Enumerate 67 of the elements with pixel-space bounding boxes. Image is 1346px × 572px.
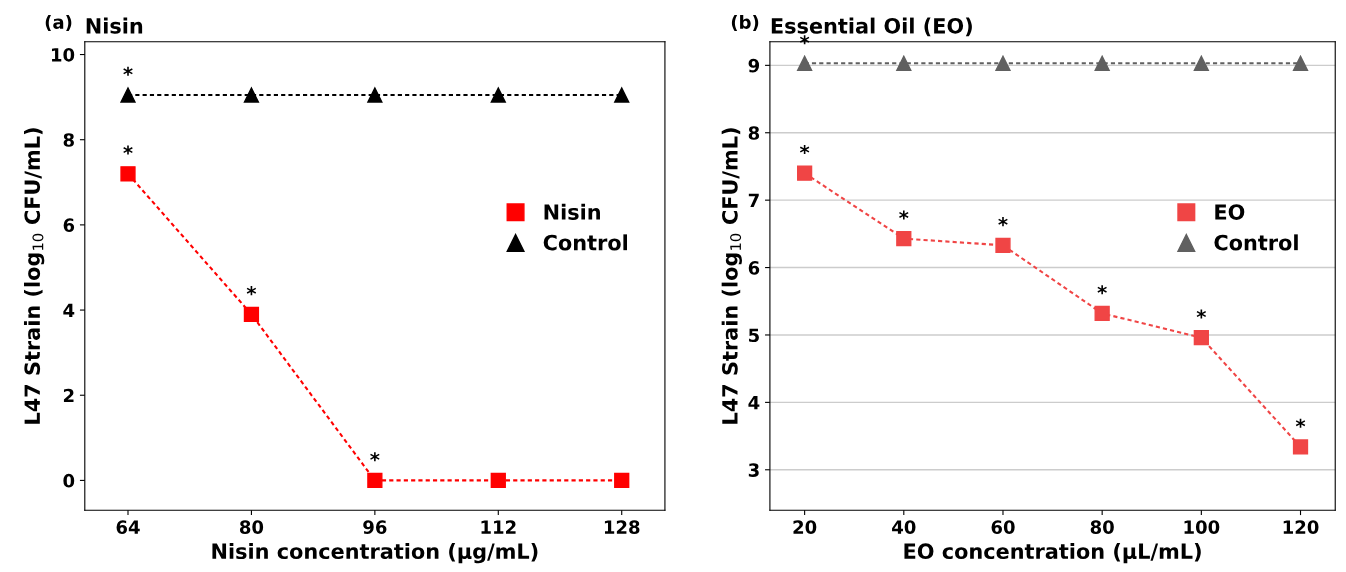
legend-label: EO — [1215, 204, 1245, 220]
x-axis-title: Nisin concentration (µg/mL) — [212, 542, 538, 564]
point — [614, 87, 630, 103]
point — [1094, 305, 1110, 322]
point — [367, 472, 383, 489]
annotation: * — [1097, 285, 1107, 295]
chart-title: Nisin — [86, 17, 143, 34]
x-tick-label: 20 — [793, 520, 817, 534]
y-tick-label: 0 — [63, 473, 75, 488]
point — [1094, 55, 1110, 71]
legend-label: Control — [543, 234, 628, 251]
point — [367, 87, 383, 103]
annotation: * — [370, 452, 380, 462]
x-tick-label: 112 — [481, 520, 516, 534]
text: (a) — [45, 14, 72, 32]
annotation: * — [246, 286, 257, 296]
x-tick-label: 96 — [363, 520, 387, 534]
y-tick-label: 10 — [51, 47, 75, 62]
y-tick-label: 8 — [748, 126, 760, 140]
y-axis-title: L47 Strain (log$_{10}$ CFU/mL) — [721, 128, 742, 424]
point — [1292, 55, 1309, 71]
point — [896, 55, 912, 71]
point — [243, 306, 260, 322]
point — [796, 165, 813, 181]
annotation: * — [1196, 309, 1207, 319]
legend-label: Nisin — [544, 203, 600, 220]
x-axis-title: EO concentration (µL/mL) — [904, 542, 1201, 564]
annotation: * — [1295, 418, 1306, 428]
annotation: * — [123, 145, 133, 155]
y-axis-title: L47 Strain (log$_{10}$ CFU/mL) — [23, 128, 45, 424]
point — [796, 55, 813, 71]
x-tick-label: 100 — [1184, 520, 1220, 534]
y-tick-label: 9 — [748, 58, 760, 73]
y-tick-label: 8 — [63, 133, 74, 147]
point — [896, 230, 912, 247]
point — [490, 87, 506, 103]
x-tick-label: 128 — [604, 520, 640, 534]
x-tick-label: 80 — [1090, 520, 1114, 534]
point — [614, 472, 630, 489]
point — [243, 87, 260, 103]
y-tick-label: 3 — [748, 463, 759, 477]
legend-label: Control — [1214, 234, 1298, 251]
point — [490, 472, 506, 489]
point — [1193, 330, 1209, 346]
x-tick-label: 60 — [991, 520, 1015, 534]
point — [120, 166, 136, 182]
y-tick-label: 6 — [63, 218, 75, 232]
y-tick-label: 4 — [63, 303, 75, 317]
annotation: * — [998, 217, 1008, 227]
point — [995, 55, 1011, 71]
y-tick-label: 4 — [748, 396, 760, 410]
y-tick-label: 6 — [748, 261, 760, 275]
y-tick-label: 5 — [749, 328, 759, 343]
annotation: * — [123, 66, 133, 76]
annotation: * — [799, 145, 810, 155]
annotation: * — [899, 210, 909, 220]
x-tick-label: 120 — [1283, 520, 1319, 534]
point — [1292, 439, 1309, 455]
point — [120, 87, 136, 103]
point — [1193, 55, 1209, 71]
text: (b) — [731, 14, 759, 32]
y-tick-label: 7 — [748, 193, 759, 208]
x-tick-label: 80 — [239, 520, 264, 534]
point — [995, 237, 1011, 253]
y-tick-label: 2 — [63, 388, 74, 403]
x-tick-label: 64 — [116, 520, 140, 534]
x-tick-label: 40 — [892, 520, 916, 534]
